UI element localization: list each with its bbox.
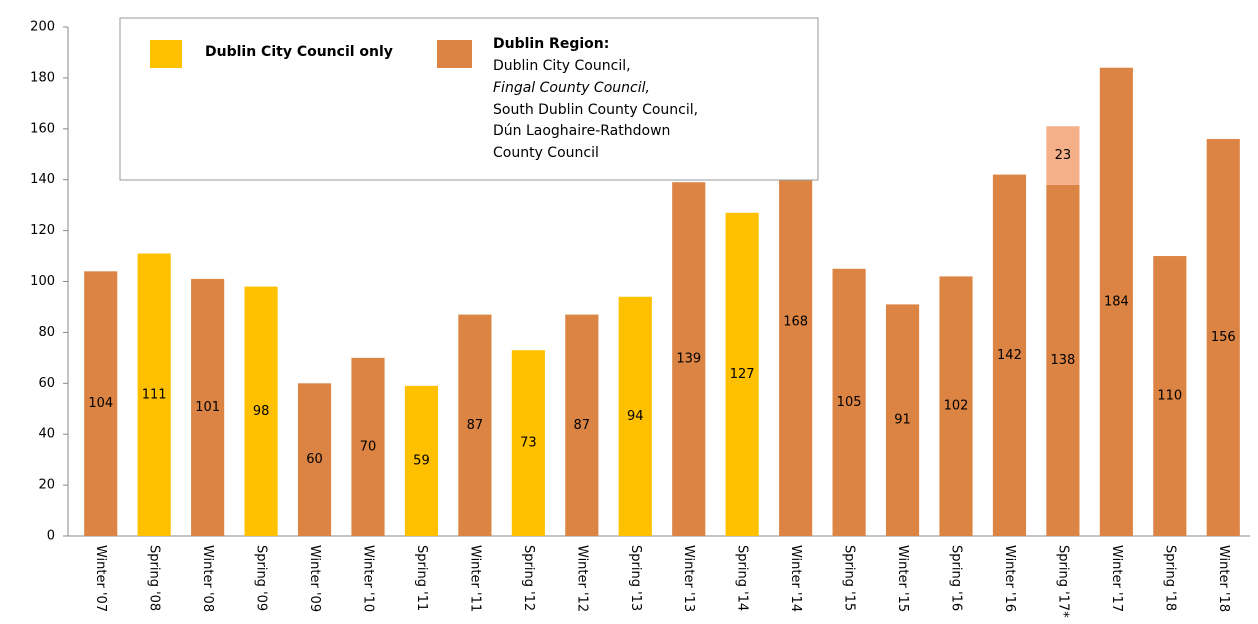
- value-label: 156: [1211, 330, 1236, 345]
- value-label: 138: [1050, 353, 1075, 368]
- bar: [511, 350, 545, 536]
- y-tick-label: 180: [30, 70, 55, 85]
- bar: [404, 385, 439, 536]
- legend-note: Dún Laoghaire-Rathdown: [493, 123, 670, 139]
- value-label: 110: [1157, 389, 1182, 404]
- x-tick-label: Winter '08: [200, 545, 215, 612]
- bar: [565, 314, 599, 536]
- x-tick-label: Spring '17*: [1055, 545, 1070, 618]
- value-label: 59: [413, 453, 430, 468]
- x-tick-label: Spring '18: [1162, 545, 1177, 611]
- legend-note: Dublin City Council,: [493, 58, 631, 74]
- x-tick-label: Spring '14: [735, 545, 750, 611]
- value-label: 98: [253, 404, 270, 419]
- value-label: 87: [574, 418, 591, 433]
- y-tick-label: 100: [30, 274, 55, 289]
- bar: [351, 357, 385, 536]
- plot-area: 104 111 101 98 60 70 59 87 73 87 94 139 127 168 105 91 1…: [84, 67, 1240, 537]
- x-tick-label: Spring '12: [521, 545, 536, 611]
- bar: [725, 212, 759, 536]
- x-tick-label: Spring '11: [414, 545, 429, 611]
- value-label: 105: [837, 395, 862, 410]
- x-tick-label: Winter '09: [307, 545, 322, 612]
- bar: [84, 271, 118, 536]
- x-tick-label: Spring '08: [147, 545, 162, 611]
- value-label: 87: [467, 418, 484, 433]
- x-tick-label: Winter '17: [1109, 545, 1124, 612]
- y-tick-label: 200: [30, 20, 55, 35]
- legend-label: Dublin City Council only: [205, 44, 393, 60]
- y-tick-label: 20: [38, 478, 55, 493]
- bar: [137, 253, 171, 536]
- x-tick-label: Winter '15: [895, 545, 910, 612]
- x-tick-label: Winter '10: [361, 545, 376, 612]
- bar: [672, 182, 706, 536]
- value-label: 91: [894, 413, 911, 428]
- y-tick-label: 40: [38, 427, 55, 442]
- bar: [1046, 184, 1080, 537]
- value-label: 70: [360, 439, 377, 454]
- legend-label: Dublin Region:: [493, 36, 609, 52]
- legend-note: Fingal County Council,: [493, 80, 650, 96]
- x-tick-label: Spring '13: [628, 545, 643, 611]
- bar: [885, 304, 920, 536]
- value-label: 94: [627, 409, 644, 424]
- x-tick-label: Winter '13: [681, 545, 696, 612]
- bar: [618, 296, 652, 536]
- x-tick-label: Winter '11: [467, 545, 482, 612]
- y-tick-label: 0: [47, 529, 55, 544]
- x-tick-label: Spring '16: [949, 545, 964, 611]
- y-tick-label: 60: [38, 376, 55, 391]
- x-tick-label: Winter '12: [574, 545, 589, 612]
- bar: [244, 286, 278, 536]
- value-label: 168: [783, 315, 808, 330]
- value-label: 111: [142, 387, 167, 402]
- bar: [297, 383, 332, 536]
- x-tick-label: Winter '14: [788, 545, 803, 612]
- value-label: 184: [1104, 294, 1129, 309]
- y-tick-label: 80: [38, 325, 55, 340]
- x-tick-label: Spring '09: [254, 545, 269, 611]
- x-tick-label: Winter '18: [1216, 545, 1231, 612]
- legend: Dublin City Council only Dublin Region: …: [119, 17, 819, 181]
- value-label: 142: [997, 348, 1022, 363]
- value-label: 104: [88, 396, 113, 411]
- bar: [1099, 67, 1133, 536]
- x-tick-label: Winter '16: [1002, 545, 1017, 612]
- y-tick-label: 140: [30, 172, 55, 187]
- legend-swatch: [150, 40, 182, 68]
- value-label: 23: [1055, 148, 1072, 163]
- y-tick-label: 120: [30, 223, 55, 238]
- legend-swatch: [437, 40, 472, 68]
- value-label: 127: [730, 367, 755, 382]
- legend-note: County Council: [493, 145, 599, 161]
- bar: [1046, 126, 1080, 185]
- x-tick-label: Spring '15: [842, 545, 857, 611]
- legend-note: South Dublin County Council,: [493, 102, 698, 118]
- bar: [458, 314, 492, 536]
- value-label: 101: [195, 400, 220, 415]
- x-tick-label: Winter '07: [93, 545, 108, 612]
- value-label: 139: [676, 352, 701, 367]
- bar: [1153, 256, 1187, 536]
- bar: [992, 174, 1027, 537]
- bar: [832, 268, 866, 536]
- value-label: 73: [520, 436, 537, 451]
- value-label: 102: [944, 399, 969, 414]
- bar: [191, 278, 225, 536]
- value-label: 60: [306, 452, 323, 467]
- y-tick-label: 160: [30, 121, 55, 136]
- bar: [1206, 138, 1240, 537]
- bar: [939, 276, 973, 536]
